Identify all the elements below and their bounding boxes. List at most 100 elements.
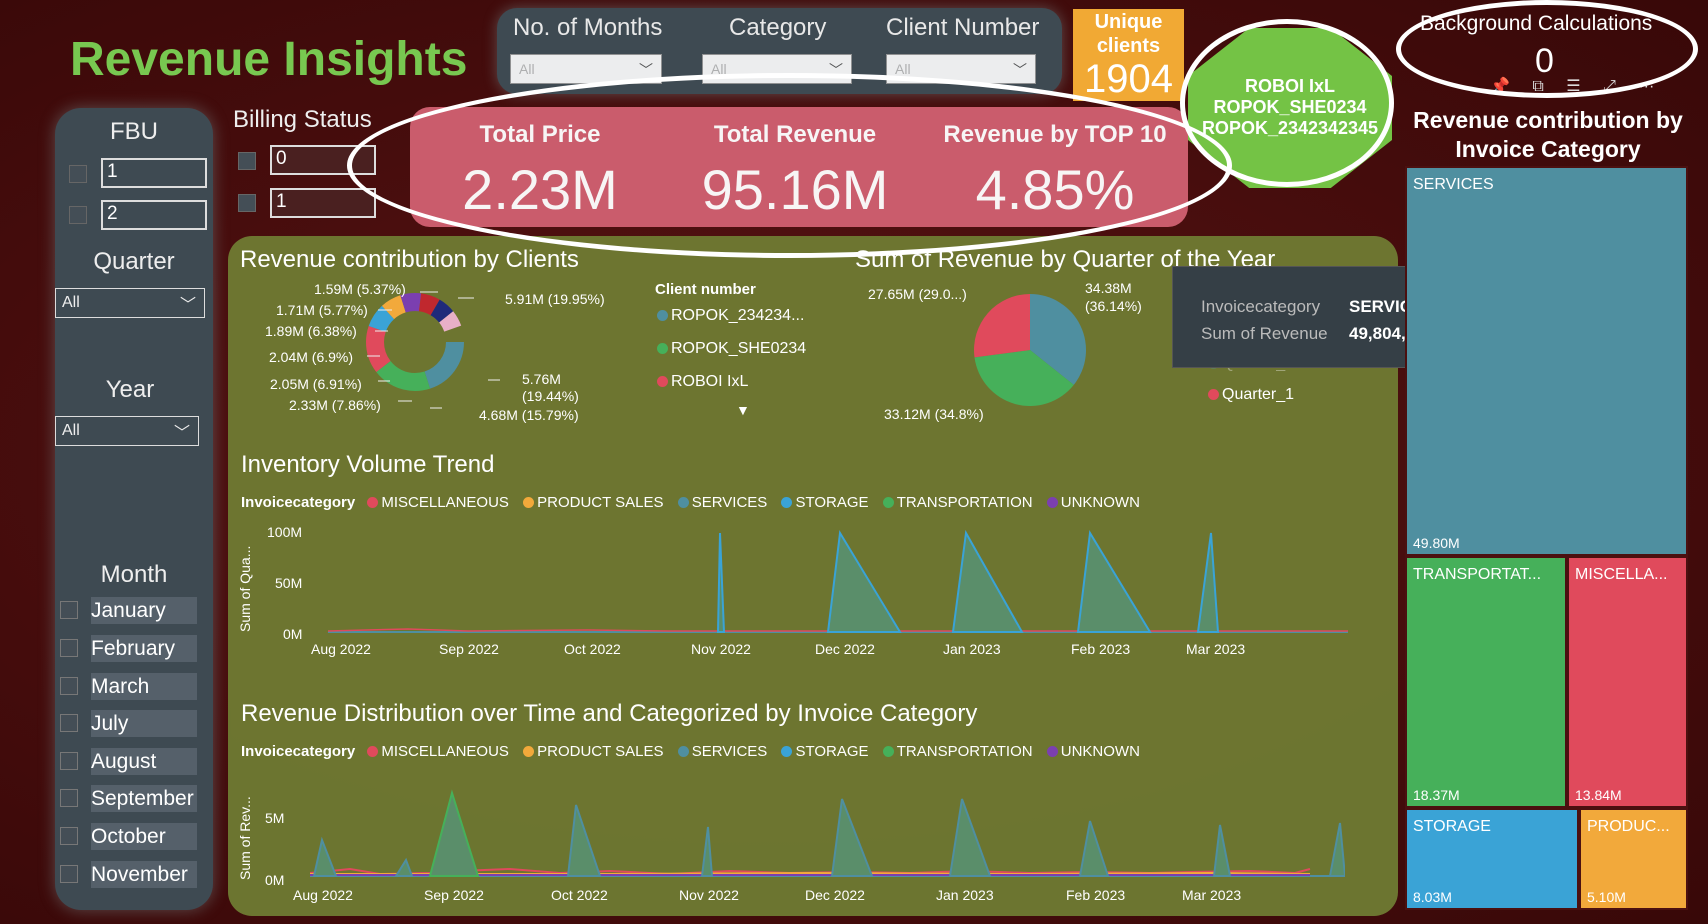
- legend-item[interactable]: PRODUCT SALES: [523, 494, 664, 511]
- legend-item[interactable]: PRODUCT SALES: [523, 743, 664, 760]
- area-peak[interactable]: [1212, 824, 1232, 877]
- month-item[interactable]: July: [55, 707, 213, 737]
- month-item[interactable]: March: [55, 670, 213, 700]
- month-checkbox[interactable]: [60, 865, 78, 883]
- month-checkbox[interactable]: [60, 601, 78, 619]
- fbu-checkbox-2[interactable]: [69, 206, 87, 224]
- area-peak[interactable]: [1076, 530, 1152, 633]
- month-checkbox[interactable]: [60, 639, 78, 657]
- legend-item[interactable]: SERVICES: [677, 494, 767, 511]
- clients-legend-item[interactable]: ROBOI IxL: [657, 373, 748, 391]
- month-item[interactable]: October: [55, 820, 213, 850]
- area-peak[interactable]: [826, 530, 902, 633]
- month-item[interactable]: January: [55, 594, 213, 624]
- x-tick: Mar 2023: [1186, 641, 1246, 657]
- month-item[interactable]: November: [55, 858, 213, 888]
- pie-slice[interactable]: [1030, 294, 1087, 385]
- quarter-dropdown[interactable]: All ﹀: [55, 288, 205, 318]
- area-peak[interactable]: [1078, 820, 1110, 877]
- treemap-title: Revenue contribution by Invoice Category: [1413, 107, 1683, 162]
- treemap-cell-transportation[interactable]: TRANSPORTAT... 18.37M: [1405, 556, 1567, 808]
- month-item[interactable]: February: [55, 632, 213, 662]
- area-peak[interactable]: [716, 532, 726, 633]
- month-checkbox[interactable]: [60, 714, 78, 732]
- treemap-cell-name: SERVICES: [1413, 176, 1494, 193]
- area-peak[interactable]: [948, 798, 992, 877]
- legend-dot: [523, 746, 535, 757]
- donut-slice[interactable]: [366, 293, 464, 391]
- legend-dot: [781, 746, 793, 757]
- legend-dot: [1208, 389, 1219, 400]
- clients-donut-chart: [366, 291, 500, 409]
- pie-label: 27.65M (29.0...): [868, 286, 967, 302]
- months-dropdown-value: All: [519, 61, 535, 77]
- x-tick: Aug 2022: [311, 641, 371, 657]
- treemap-cell-value: 5.10M: [1587, 889, 1626, 905]
- x-tick: Sep 2022: [424, 887, 484, 903]
- distribution-legend: Invoicecategory MISCELLANEOUS PRODUCT SA…: [241, 743, 1150, 760]
- area-peak[interactable]: [951, 529, 1024, 633]
- legend-item[interactable]: TRANSPORTATION: [882, 743, 1033, 760]
- y-tick: 100M: [267, 524, 303, 540]
- donut-slice[interactable]: [366, 293, 464, 391]
- billing-checkbox-0[interactable]: [238, 152, 256, 170]
- tooltip-key: Sum of Revenue: [1201, 324, 1328, 343]
- legend-scroll-down-icon[interactable]: ▼: [736, 402, 750, 418]
- area-peak[interactable]: [394, 857, 414, 877]
- quarter-legend-item[interactable]: Quarter_1: [1208, 386, 1294, 404]
- pie-slice[interactable]: [974, 294, 1030, 358]
- donut-slice[interactable]: [366, 293, 464, 391]
- chevron-down-icon: ﹀: [639, 62, 653, 78]
- x-tick: Jan 2023: [936, 887, 994, 903]
- legend-item[interactable]: MISCELLANEOUS: [367, 743, 509, 760]
- fbu-item-2[interactable]: 2: [101, 200, 207, 230]
- billing-status-label: Billing Status: [233, 106, 372, 133]
- legend-item[interactable]: UNKNOWN: [1046, 743, 1140, 760]
- donut-label: 1.71M (5.77%): [276, 302, 368, 318]
- legend-item[interactable]: STORAGE: [781, 743, 869, 760]
- treemap-cell-product-sales[interactable]: PRODUC... 5.10M: [1579, 808, 1688, 910]
- legend-item[interactable]: TRANSPORTATION: [882, 494, 1033, 511]
- month-checkbox[interactable]: [60, 827, 78, 845]
- donut-slice[interactable]: [366, 293, 464, 391]
- billing-item-1[interactable]: 1: [270, 188, 376, 218]
- area-peak[interactable]: [700, 826, 714, 877]
- year-dropdown[interactable]: All ﹀: [55, 416, 199, 446]
- x-tick: Sep 2022: [439, 641, 499, 657]
- month-checkbox[interactable]: [60, 789, 78, 807]
- legend-dot: [882, 746, 894, 757]
- area-peak[interactable]: [428, 789, 480, 877]
- legend-item[interactable]: MISCELLANEOUS: [367, 494, 509, 511]
- y-tick: 50M: [275, 575, 303, 591]
- area-peak[interactable]: [830, 798, 874, 877]
- y-tick: 5M: [265, 810, 285, 826]
- area-peak[interactable]: [1196, 532, 1220, 633]
- donut-label: 5.76M: [522, 371, 561, 387]
- legend-item[interactable]: STORAGE: [781, 494, 869, 511]
- legend-item[interactable]: SERVICES: [677, 743, 767, 760]
- month-checkbox[interactable]: [60, 677, 78, 695]
- clients-legend-item[interactable]: ROPOK_SHE0234: [657, 340, 806, 358]
- annotation-ellipse-background-calc: [1396, 0, 1698, 98]
- area-peak[interactable]: [312, 836, 338, 877]
- fbu-checkbox-1[interactable]: [69, 165, 87, 183]
- legend-item[interactable]: UNKNOWN: [1046, 494, 1140, 511]
- x-tick: Dec 2022: [805, 887, 865, 903]
- area-peak[interactable]: [566, 804, 602, 877]
- month-item[interactable]: September: [55, 782, 213, 812]
- treemap-cell-miscellaneous[interactable]: MISCELLA... 13.84M: [1567, 556, 1688, 808]
- clients-legend-item[interactable]: ROPOK_234234...: [657, 307, 804, 325]
- x-tick: Feb 2023: [1071, 641, 1131, 657]
- chevron-down-icon: ﹀: [1013, 62, 1027, 78]
- treemap-cell-value: 13.84M: [1575, 787, 1622, 803]
- unique-clients-label: Unique clients: [1094, 11, 1163, 57]
- month-item[interactable]: August: [55, 745, 213, 775]
- pie-slice[interactable]: [974, 350, 1074, 406]
- area-peak[interactable]: [1328, 822, 1345, 877]
- fbu-item-1[interactable]: 1: [101, 158, 207, 188]
- category-dropdown-value: All: [711, 61, 727, 77]
- billing-checkbox-1[interactable]: [238, 194, 256, 212]
- treemap-cell-storage[interactable]: STORAGE 8.03M: [1405, 808, 1579, 910]
- treemap-cell-services[interactable]: SERVICES 49.80M: [1405, 166, 1688, 556]
- month-checkbox[interactable]: [60, 752, 78, 770]
